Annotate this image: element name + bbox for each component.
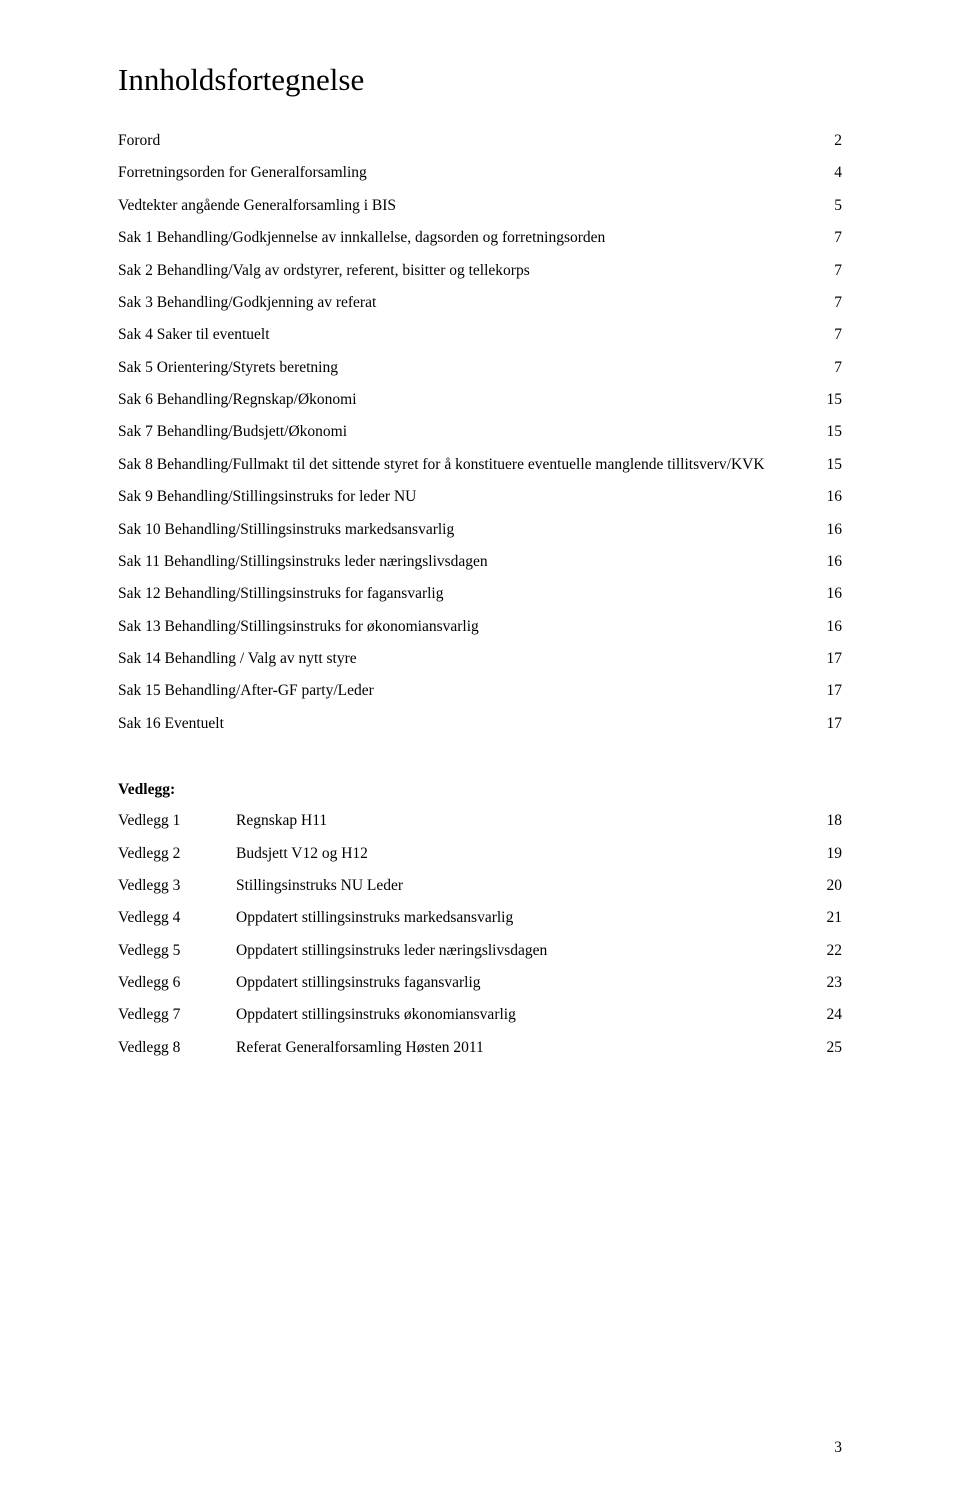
toc-page: 7	[818, 227, 842, 248]
vedlegg-page: 21	[818, 907, 842, 928]
toc-entry: Sak 2 Behandling/Valg av ordstyrer, refe…	[118, 260, 842, 281]
toc-label: Sak 5 Orientering/Styrets beretning	[118, 357, 818, 378]
vedlegg-entry: Vedlegg 5 Oppdatert stillingsinstruks le…	[118, 940, 842, 961]
toc-entry: Sak 1 Behandling/Godkjennelse av innkall…	[118, 227, 842, 248]
toc-page: 15	[818, 421, 842, 442]
section-divider	[118, 745, 842, 781]
toc-page: 16	[818, 519, 842, 540]
toc-page: 2	[818, 130, 842, 151]
toc-page: 15	[818, 454, 842, 475]
toc-page: 17	[818, 648, 842, 669]
toc-entry: Sak 4 Saker til eventuelt 7	[118, 324, 842, 345]
vedlegg-label: Regnskap H11	[236, 810, 818, 831]
toc-label: Sak 4 Saker til eventuelt	[118, 324, 818, 345]
toc-entry: Sak 6 Behandling/Regnskap/Økonomi 15	[118, 389, 842, 410]
toc-label: Sak 10 Behandling/Stillingsinstruks mark…	[118, 519, 818, 540]
toc-entry: Forretningsorden for Generalforsamling 4	[118, 162, 842, 183]
vedlegg-label: Budsjett V12 og H12	[236, 843, 818, 864]
toc-page: 5	[818, 195, 842, 216]
toc-page: 16	[818, 486, 842, 507]
toc-page: 16	[818, 551, 842, 572]
vedlegg-num: Vedlegg 3	[118, 875, 236, 896]
vedlegg-entry: Vedlegg 4 Oppdatert stillingsinstruks ma…	[118, 907, 842, 928]
toc-page: 7	[818, 324, 842, 345]
toc-entry: Vedtekter angående Generalforsamling i B…	[118, 195, 842, 216]
toc-label: Sak 1 Behandling/Godkjennelse av innkall…	[118, 227, 818, 248]
toc-label: Sak 8 Behandling/Fullmakt til det sitten…	[118, 454, 818, 475]
toc-label: Sak 9 Behandling/Stillingsinstruks for l…	[118, 486, 818, 507]
toc-label: Sak 6 Behandling/Regnskap/Økonomi	[118, 389, 818, 410]
toc-page: 7	[818, 260, 842, 281]
toc-entry: Sak 10 Behandling/Stillingsinstruks mark…	[118, 519, 842, 540]
toc-entry: Sak 14 Behandling / Valg av nytt styre 1…	[118, 648, 842, 669]
vedlegg-page: 18	[818, 810, 842, 831]
vedlegg-label: Oppdatert stillingsinstruks fagansvarlig	[236, 972, 818, 993]
toc-entry: Sak 16 Eventuelt 17	[118, 713, 842, 734]
toc-label: Sak 12 Behandling/Stillingsinstruks for …	[118, 583, 818, 604]
toc-entry: Forord 2	[118, 130, 842, 151]
vedlegg-label: Oppdatert stillingsinstruks leder næring…	[236, 940, 818, 961]
toc-page: 4	[818, 162, 842, 183]
toc-entry: Sak 12 Behandling/Stillingsinstruks for …	[118, 583, 842, 604]
vedlegg-num: Vedlegg 1	[118, 810, 236, 831]
vedlegg-page: 25	[818, 1037, 842, 1058]
vedlegg-entry: Vedlegg 1 Regnskap H11 18	[118, 810, 842, 831]
toc-entry: Sak 8 Behandling/Fullmakt til det sitten…	[118, 454, 842, 475]
vedlegg-num: Vedlegg 7	[118, 1004, 236, 1025]
toc-page: 15	[818, 389, 842, 410]
toc-entry: Sak 7 Behandling/Budsjett/Økonomi 15	[118, 421, 842, 442]
vedlegg-page: 20	[818, 875, 842, 896]
vedlegg-label: Referat Generalforsamling Høsten 2011	[236, 1037, 818, 1058]
toc-page: 17	[818, 680, 842, 701]
toc-list: Forord 2 Forretningsorden for Generalfor…	[118, 130, 842, 734]
toc-entry: Sak 13 Behandling/Stillingsinstruks for …	[118, 616, 842, 637]
vedlegg-label: Oppdatert stillingsinstruks økonomiansva…	[236, 1004, 818, 1025]
vedlegg-entry: Vedlegg 3 Stillingsinstruks NU Leder 20	[118, 875, 842, 896]
toc-label: Sak 2 Behandling/Valg av ordstyrer, refe…	[118, 260, 818, 281]
vedlegg-entry: Vedlegg 2 Budsjett V12 og H12 19	[118, 843, 842, 864]
toc-label: Sak 13 Behandling/Stillingsinstruks for …	[118, 616, 818, 637]
toc-page: 16	[818, 616, 842, 637]
toc-label: Sak 3 Behandling/Godkjenning av referat	[118, 292, 818, 313]
page-number: 3	[834, 1439, 842, 1457]
toc-page: 16	[818, 583, 842, 604]
vedlegg-page: 24	[818, 1004, 842, 1025]
vedlegg-page: 19	[818, 843, 842, 864]
toc-label: Sak 11 Behandling/Stillingsinstruks lede…	[118, 551, 818, 572]
vedlegg-entry: Vedlegg 6 Oppdatert stillingsinstruks fa…	[118, 972, 842, 993]
vedlegg-num: Vedlegg 6	[118, 972, 236, 993]
toc-page: 17	[818, 713, 842, 734]
toc-entry: Sak 9 Behandling/Stillingsinstruks for l…	[118, 486, 842, 507]
toc-label: Sak 7 Behandling/Budsjett/Økonomi	[118, 421, 818, 442]
toc-entry: Sak 5 Orientering/Styrets beretning 7	[118, 357, 842, 378]
vedlegg-page: 23	[818, 972, 842, 993]
toc-entry: Sak 11 Behandling/Stillingsinstruks lede…	[118, 551, 842, 572]
toc-label: Sak 14 Behandling / Valg av nytt styre	[118, 648, 818, 669]
toc-label: Sak 15 Behandling/After-GF party/Leder	[118, 680, 818, 701]
vedlegg-num: Vedlegg 2	[118, 843, 236, 864]
vedlegg-num: Vedlegg 8	[118, 1037, 236, 1058]
toc-label: Sak 16 Eventuelt	[118, 713, 818, 734]
vedlegg-entry: Vedlegg 7 Oppdatert stillingsinstruks øk…	[118, 1004, 842, 1025]
vedlegg-entry: Vedlegg 8 Referat Generalforsamling Høst…	[118, 1037, 842, 1058]
vedlegg-label: Stillingsinstruks NU Leder	[236, 875, 818, 896]
vedlegg-label: Oppdatert stillingsinstruks markedsansva…	[236, 907, 818, 928]
toc-label: Forord	[118, 130, 818, 151]
toc-page: 7	[818, 292, 842, 313]
vedlegg-num: Vedlegg 5	[118, 940, 236, 961]
toc-entry: Sak 15 Behandling/After-GF party/Leder 1…	[118, 680, 842, 701]
toc-page: 7	[818, 357, 842, 378]
vedlegg-page: 22	[818, 940, 842, 961]
page-title: Innholdsfortegnelse	[118, 62, 842, 98]
toc-label: Vedtekter angående Generalforsamling i B…	[118, 195, 818, 216]
toc-entry: Sak 3 Behandling/Godkjenning av referat …	[118, 292, 842, 313]
vedlegg-header: Vedlegg:	[118, 781, 842, 799]
vedlegg-num: Vedlegg 4	[118, 907, 236, 928]
toc-label: Forretningsorden for Generalforsamling	[118, 162, 818, 183]
vedlegg-list: Vedlegg 1 Regnskap H11 18 Vedlegg 2 Buds…	[118, 810, 842, 1058]
